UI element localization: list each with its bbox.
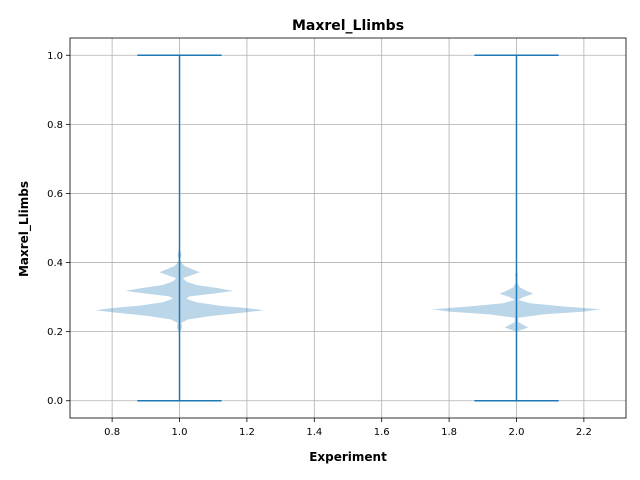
chart-title: Maxrel_Llimbs	[292, 18, 404, 34]
x-axis-label: Experiment	[309, 450, 387, 464]
y-tick-label: 0.4	[47, 258, 63, 269]
violins	[95, 55, 600, 400]
y-axis: 0.0 0.2 0.4 0.6 0.8 1.0	[47, 51, 70, 407]
x-axis: 0.8 1.0 1.2 1.4 1.6 1.8 2.0 2.2	[104, 418, 592, 438]
x-tick-label: 2.0	[509, 427, 525, 438]
x-tick-label: 1.6	[374, 427, 390, 438]
y-tick-label: 0.2	[47, 327, 63, 338]
x-tick-label: 1.0	[172, 427, 188, 438]
y-tick-label: 0.0	[47, 396, 63, 407]
violin-1	[95, 55, 263, 400]
x-tick-label: 0.8	[104, 427, 120, 438]
grid	[70, 38, 626, 418]
y-tick-label: 1.0	[47, 51, 63, 62]
x-tick-label: 1.8	[441, 427, 457, 438]
violin-2	[432, 55, 601, 400]
y-tick-label: 0.8	[47, 120, 63, 131]
y-tick-label: 0.6	[47, 189, 63, 200]
plot-frame	[70, 38, 626, 418]
x-tick-label: 1.4	[306, 427, 322, 438]
x-tick-label: 2.2	[576, 427, 592, 438]
y-axis-label: Maxrel_Llimbs	[17, 181, 32, 277]
x-tick-label: 1.2	[239, 427, 255, 438]
